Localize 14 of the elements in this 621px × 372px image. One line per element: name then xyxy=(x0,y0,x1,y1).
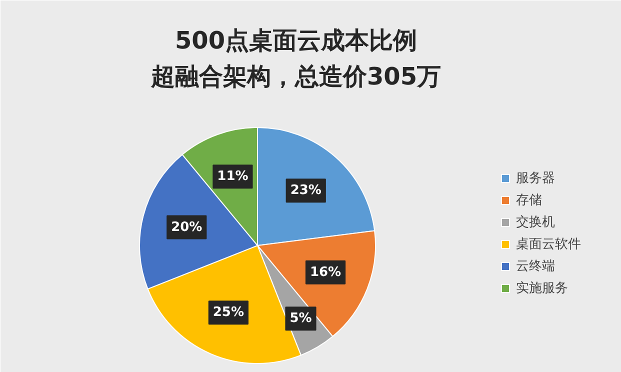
chart-subtitle: 超融合架构，总造价305万 xyxy=(150,62,442,90)
data-label: 16% xyxy=(310,264,342,280)
chart-title: 500点桌面云成本比例 xyxy=(174,26,418,54)
legend-label: 存储 xyxy=(516,192,542,209)
legend-label: 桌面云软件 xyxy=(516,236,581,253)
data-label: 5% xyxy=(290,311,312,326)
legend-label: 实施服务 xyxy=(516,280,568,297)
legend-label: 服务器 xyxy=(516,170,555,187)
data-label: 11% xyxy=(217,169,248,184)
data-label: 25% xyxy=(212,305,244,320)
legend-label: 云终端 xyxy=(516,258,555,275)
legend-label: 交换机 xyxy=(516,214,555,231)
data-label: 23% xyxy=(290,183,322,198)
data-label: 20% xyxy=(171,220,202,235)
